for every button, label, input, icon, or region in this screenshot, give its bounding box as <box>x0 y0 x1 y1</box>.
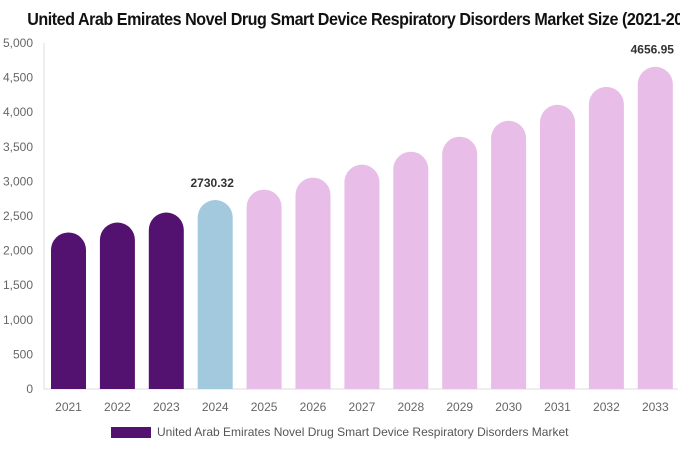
x-tick-label: 2030 <box>495 400 522 414</box>
data-label: 2730.32 <box>191 176 235 190</box>
bar-2026 <box>295 177 331 389</box>
y-tick-label: 4,000 <box>3 105 33 119</box>
bar-2030 <box>491 120 527 389</box>
legend-swatch <box>111 426 151 438</box>
bar-2031 <box>540 104 575 390</box>
y-tick-label: 3,000 <box>3 174 33 188</box>
x-tick-label: 2021 <box>55 400 82 414</box>
bar-2029 <box>442 136 478 389</box>
x-tick-label: 2023 <box>153 400 180 414</box>
bar-2024 <box>197 200 233 389</box>
x-tick-label: 2022 <box>104 400 131 414</box>
bar-2028 <box>393 151 429 389</box>
y-tick-label: 2,000 <box>3 244 33 258</box>
x-tick-label: 2031 <box>544 400 571 414</box>
y-tick-label: 4,500 <box>3 71 33 85</box>
x-tick-label: 2028 <box>397 400 424 414</box>
y-tick-label: 0 <box>26 382 33 396</box>
x-tick-label: 2027 <box>349 400 376 414</box>
y-tick-label: 3,500 <box>3 140 33 154</box>
x-tick-label: 2033 <box>642 400 669 414</box>
bar-2025 <box>246 189 282 389</box>
x-tick-label: 2024 <box>202 400 229 414</box>
y-tick-label: 500 <box>13 347 33 361</box>
bar-2021 <box>51 232 86 389</box>
y-tick-label: 1,000 <box>3 313 33 327</box>
chart-title: United Arab Emirates Novel Drug Smart De… <box>27 9 680 29</box>
y-tick-label: 2,500 <box>3 209 33 223</box>
y-tick-label: 1,500 <box>3 278 33 292</box>
x-tick-label: 2025 <box>251 400 278 414</box>
data-label: 4656.95 <box>631 43 675 57</box>
bar-2027 <box>344 164 380 389</box>
y-tick-label: 5,000 <box>3 36 33 50</box>
bar-2032 <box>588 86 624 389</box>
bar-2023 <box>148 212 184 389</box>
legend[interactable]: United Arab Emirates Novel Drug Smart De… <box>111 425 568 439</box>
legend-label: United Arab Emirates Novel Drug Smart De… <box>157 425 569 439</box>
x-tick-label: 2029 <box>446 400 473 414</box>
bar-2033 <box>637 66 673 389</box>
x-tick-label: 2026 <box>300 400 327 414</box>
x-tick-label: 2032 <box>593 400 620 414</box>
bar-2022 <box>99 222 135 389</box>
